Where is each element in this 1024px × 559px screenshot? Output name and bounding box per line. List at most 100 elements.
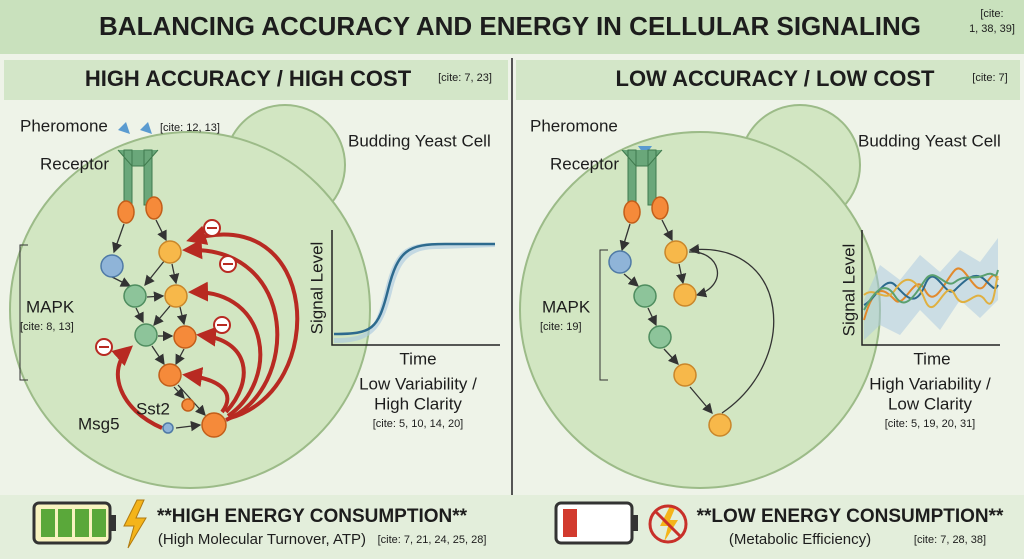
pathway-arrows bbox=[111, 219, 206, 432]
y-axis-label: Signal Level bbox=[839, 244, 858, 337]
title: BALANCING ACCURACY AND ENERGY IN CELLULA… bbox=[99, 11, 921, 41]
energy-band bbox=[0, 495, 1024, 559]
node bbox=[651, 196, 669, 220]
node bbox=[673, 363, 697, 387]
x-axis-label: Time bbox=[913, 349, 950, 368]
mapk-bracket bbox=[599, 249, 608, 381]
heading-cite: [cite: 7] bbox=[972, 72, 1007, 84]
pheromone-label: Pheromone bbox=[530, 116, 618, 135]
mapk-bracket bbox=[19, 244, 28, 381]
arrow bbox=[676, 263, 687, 285]
arrow bbox=[176, 306, 187, 326]
battery-cell bbox=[563, 509, 577, 537]
node bbox=[664, 240, 688, 264]
energy-label: **LOW ENERGY CONSUMPTION** bbox=[697, 506, 1004, 527]
node bbox=[100, 254, 124, 278]
feedback-arrow bbox=[196, 326, 246, 414]
battery-cell bbox=[41, 509, 55, 537]
feedback-arrow bbox=[188, 281, 263, 418]
node bbox=[673, 283, 697, 307]
plot-axes bbox=[331, 230, 500, 346]
lightning-icon bbox=[123, 499, 147, 549]
caption: High Variability / bbox=[869, 374, 991, 393]
x-axis-label: Time bbox=[399, 349, 436, 368]
receptor-label: Receptor bbox=[40, 154, 109, 173]
plot-axes bbox=[861, 230, 1000, 346]
feedback-arrow bbox=[186, 225, 300, 420]
sst2-label: Sst2 bbox=[136, 399, 170, 418]
arrow bbox=[623, 273, 639, 287]
energy-cite: [cite: 7, 28, 38] bbox=[914, 534, 986, 546]
battery-cell bbox=[75, 509, 89, 537]
node bbox=[708, 413, 732, 437]
signal-trace bbox=[863, 267, 999, 321]
receptor-label: Receptor bbox=[550, 154, 619, 173]
node bbox=[181, 398, 195, 412]
panel-heading-band bbox=[516, 60, 1020, 100]
node bbox=[134, 323, 158, 347]
caption-cite: [cite: 5, 10, 14, 20] bbox=[373, 418, 464, 430]
energy-note: (Metabolic Efficiency) bbox=[729, 531, 871, 548]
title-cite: 1, 38, 39] bbox=[969, 23, 1015, 35]
caption-cite: [cite: 5, 19, 20, 31] bbox=[885, 418, 976, 430]
inhibition-icons bbox=[95, 219, 237, 356]
feedback-arrow bbox=[111, 345, 163, 430]
signal-trace bbox=[863, 274, 999, 306]
arrow bbox=[175, 420, 202, 432]
node bbox=[173, 325, 197, 349]
receptor-icon bbox=[621, 149, 663, 206]
prohibition-circle bbox=[648, 504, 688, 544]
feedback-arrows bbox=[111, 225, 300, 430]
mapk-label: MAPK bbox=[26, 297, 75, 316]
node bbox=[117, 200, 135, 224]
battery-full bbox=[32, 501, 116, 545]
panel-heading: HIGH ACCURACY / HIGH COST bbox=[85, 66, 412, 91]
feedback-arrow bbox=[182, 239, 280, 422]
feedback-arrow bbox=[688, 243, 775, 414]
arrow bbox=[151, 345, 165, 366]
cell-label: Budding Yeast Cell bbox=[858, 131, 1001, 150]
signal-trace bbox=[863, 275, 999, 309]
arrow bbox=[155, 219, 167, 242]
battery-cell bbox=[92, 509, 106, 537]
mapk-label: MAPK bbox=[542, 297, 591, 316]
cell-label: Budding Yeast Cell bbox=[348, 131, 491, 150]
arrow bbox=[146, 291, 165, 302]
pathway-arrows bbox=[619, 219, 775, 414]
arrow bbox=[144, 259, 166, 287]
arrow bbox=[169, 263, 180, 285]
node bbox=[201, 412, 227, 438]
y-axis-label: Signal Level bbox=[307, 242, 326, 335]
mapk-cite: [cite: 8, 13] bbox=[20, 321, 74, 333]
feedback-arrow bbox=[182, 367, 230, 414]
caption: Low Clarity bbox=[888, 394, 973, 413]
signal-plot: Signal Level Time bbox=[839, 230, 1000, 368]
node bbox=[608, 250, 632, 274]
arrow bbox=[112, 223, 125, 254]
node bbox=[162, 422, 174, 434]
panel-heading: LOW ACCURACY / LOW COST bbox=[616, 66, 936, 91]
energy-label: **HIGH ENERGY CONSUMPTION** bbox=[157, 506, 468, 527]
no-energy-icon bbox=[648, 504, 688, 544]
caption: Low Variability / bbox=[359, 374, 477, 393]
arrow bbox=[175, 348, 185, 366]
battery-low bbox=[554, 501, 638, 545]
arrow bbox=[134, 307, 144, 324]
mapk-cite: [cite: 19] bbox=[540, 321, 582, 333]
battery-tip bbox=[110, 515, 116, 531]
yeast-cell bbox=[9, 131, 371, 489]
arrow bbox=[111, 276, 132, 287]
battery-cell bbox=[58, 509, 72, 537]
node bbox=[123, 284, 147, 308]
signal-plot: Signal Level Time bbox=[307, 230, 500, 368]
arrow bbox=[153, 305, 171, 326]
arrow bbox=[173, 386, 185, 399]
heading-cite: [cite: 7, 23] bbox=[438, 72, 492, 84]
pheromone-cite: [cite: 12, 13] bbox=[160, 122, 220, 134]
battery-tip bbox=[632, 515, 638, 531]
caption: High Clarity bbox=[374, 394, 462, 413]
variability-band bbox=[864, 238, 998, 340]
arrow bbox=[647, 307, 657, 327]
